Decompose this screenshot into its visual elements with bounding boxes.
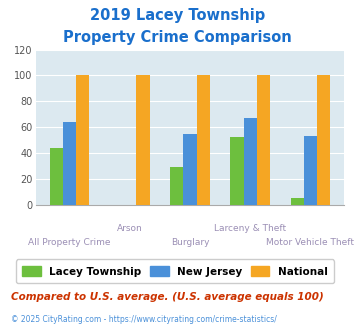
Bar	[170, 167, 183, 205]
Bar	[76, 75, 89, 205]
Bar	[244, 118, 257, 205]
Bar	[183, 134, 197, 205]
Text: Burglary: Burglary	[171, 238, 209, 247]
Text: © 2025 CityRating.com - https://www.cityrating.com/crime-statistics/: © 2025 CityRating.com - https://www.city…	[11, 315, 277, 324]
Bar	[304, 136, 317, 205]
Text: Compared to U.S. average. (U.S. average equals 100): Compared to U.S. average. (U.S. average …	[11, 292, 323, 302]
Bar	[136, 75, 149, 205]
Text: Larceny & Theft: Larceny & Theft	[214, 224, 286, 233]
Legend: Lacey Township, New Jersey, National: Lacey Township, New Jersey, National	[16, 259, 334, 283]
Text: All Property Crime: All Property Crime	[28, 238, 111, 247]
Text: Property Crime Comparison: Property Crime Comparison	[63, 30, 292, 45]
Bar	[50, 148, 63, 205]
Text: Motor Vehicle Theft: Motor Vehicle Theft	[267, 238, 354, 247]
Text: Arson: Arson	[117, 224, 143, 233]
Bar	[230, 137, 244, 205]
Bar	[197, 75, 210, 205]
Bar	[317, 75, 330, 205]
Bar	[290, 198, 304, 205]
Text: 2019 Lacey Township: 2019 Lacey Township	[90, 8, 265, 23]
Bar	[63, 122, 76, 205]
Bar	[257, 75, 270, 205]
